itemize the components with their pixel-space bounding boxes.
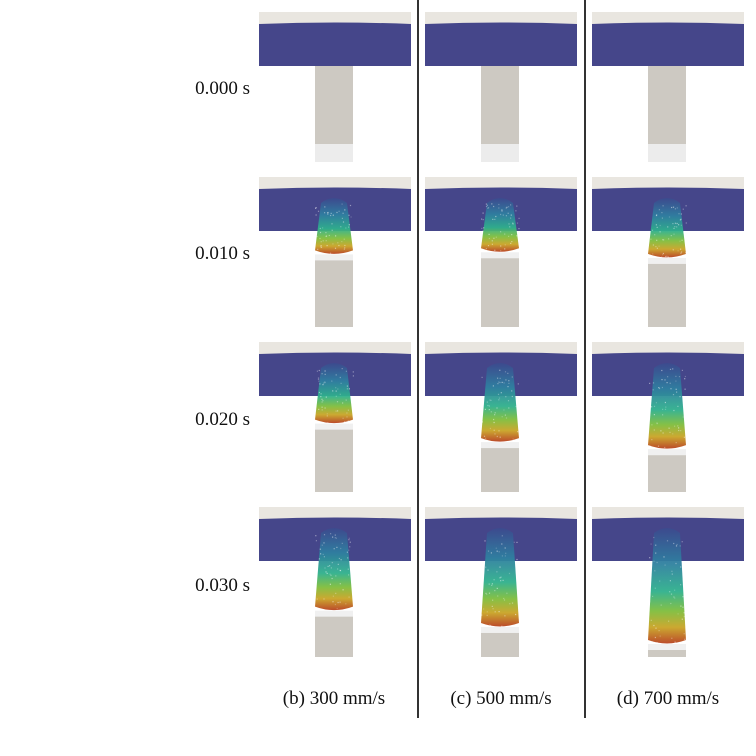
target-plate	[425, 22, 577, 66]
panel-speed-300-t1	[259, 177, 411, 332]
tube-body	[648, 263, 686, 327]
plate-top-surface	[592, 12, 744, 26]
extruded-material	[648, 528, 686, 644]
tube-gap	[315, 254, 353, 261]
extruded-material	[481, 363, 519, 442]
panel-speed-500-t3	[425, 507, 577, 662]
time-label-1: 0.010 s	[195, 243, 250, 264]
time-label-2: 0.020 s	[195, 409, 250, 430]
plate-top-surface	[425, 342, 577, 356]
plate-top-surface	[425, 177, 577, 191]
tube-body	[648, 650, 686, 657]
plate-top-surface	[425, 12, 577, 26]
tube-body	[315, 616, 353, 657]
column-divider-1	[417, 0, 419, 718]
panel-speed-700-t1	[592, 177, 744, 332]
tube-base	[481, 144, 519, 162]
panel-speed-500-t2	[425, 342, 577, 497]
time-label-3: 0.030 s	[195, 575, 250, 596]
panel-speed-700-t0	[592, 12, 744, 167]
tube-body	[481, 258, 519, 327]
tube-gap	[481, 252, 519, 259]
panel-speed-700-t2	[592, 342, 744, 497]
tube-gap	[481, 626, 519, 633]
plate-top-surface	[592, 177, 744, 191]
panel-speed-500-t0	[425, 12, 577, 167]
tube-body	[648, 455, 686, 492]
column-divider-2	[584, 0, 586, 718]
plate-top-surface	[592, 507, 744, 521]
time-label-0: 0.000 s	[195, 78, 250, 99]
tube-body	[648, 66, 686, 144]
extruded-material	[315, 363, 353, 424]
extruded-material	[481, 528, 519, 627]
tube-gap	[648, 449, 686, 456]
tube-gap	[648, 257, 686, 264]
tube-body	[315, 429, 353, 492]
tube-gap	[648, 644, 686, 650]
tube-body	[481, 66, 519, 144]
panel-speed-300-t0	[259, 12, 411, 167]
target-plate	[592, 22, 744, 66]
plate-top-surface	[425, 507, 577, 521]
panel-speed-500-t1	[425, 177, 577, 332]
tube-gap	[315, 610, 353, 617]
column-label-500: (c) 500 mm/s	[450, 688, 552, 709]
plate-top-surface	[259, 507, 411, 521]
extruded-material	[315, 198, 353, 254]
column-label-700: (d) 700 mm/s	[616, 688, 720, 709]
tube-body	[481, 632, 519, 657]
tube-base	[315, 144, 353, 162]
tube-gap	[481, 442, 519, 449]
extruded-material	[648, 363, 686, 449]
plate-top-surface	[259, 177, 411, 191]
plate-top-surface	[259, 12, 411, 26]
panel-speed-300-t2	[259, 342, 411, 497]
tube-base	[648, 144, 686, 162]
tube-gap	[315, 423, 353, 430]
tube-body	[481, 448, 519, 492]
plate-top-surface	[592, 342, 744, 356]
column-label-300: (b) 300 mm/s	[282, 688, 386, 709]
extruded-material	[648, 198, 686, 258]
tube-body	[315, 260, 353, 327]
target-plate	[259, 22, 411, 66]
extruded-material	[481, 198, 519, 252]
plate-top-surface	[259, 342, 411, 356]
panel-speed-700-t3	[592, 507, 744, 662]
extruded-material	[315, 528, 353, 611]
tube-body	[315, 66, 353, 144]
panel-speed-300-t3	[259, 507, 411, 662]
